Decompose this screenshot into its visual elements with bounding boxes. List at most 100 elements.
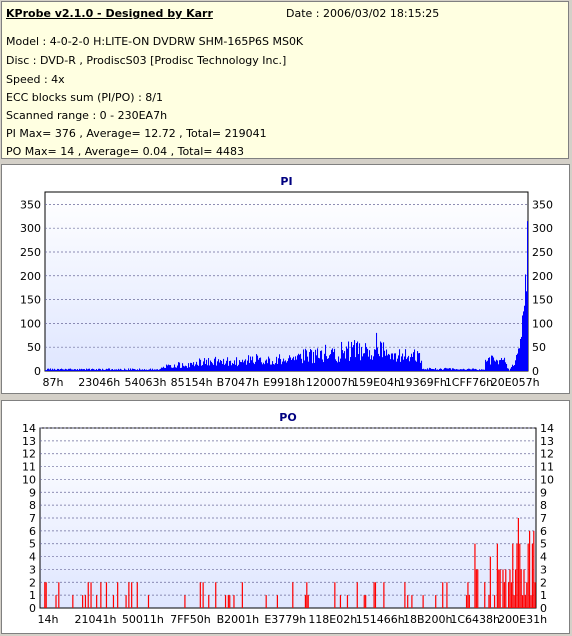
bar [523,311,525,371]
bar [207,365,209,371]
bar [105,369,107,371]
bar [527,543,529,608]
bar [331,349,333,371]
bar [64,369,66,371]
y-tick-label-left: 9 [29,486,36,499]
bar [158,369,160,371]
bar [444,368,446,371]
bar [159,369,161,371]
bar [210,360,212,371]
bar [243,362,245,371]
bar [197,364,199,371]
bar [65,368,67,371]
x-tick-label: 1C6438h [450,613,500,626]
bar [69,368,71,371]
bar [283,358,285,371]
bar [306,582,308,608]
bar [125,595,127,608]
bar [476,369,478,371]
bar [156,369,158,371]
bar [379,356,381,371]
bar [167,365,169,371]
bar [521,336,523,371]
plot-area [44,191,529,372]
y-tick-label-left: 8 [29,499,36,512]
bar [280,359,282,371]
bar [294,360,296,371]
bar [60,369,62,371]
bar [316,355,318,371]
bar [84,595,87,608]
bar [307,356,309,371]
bar [377,347,379,371]
bar [312,363,314,371]
bar [55,369,57,371]
bar [148,369,150,371]
bar [153,369,155,371]
bar [407,595,409,608]
bar [208,358,210,371]
bar [450,368,452,371]
bar [227,595,229,608]
bar [477,569,479,608]
bar [116,369,118,371]
bar [45,582,47,608]
bar [415,360,417,371]
bar [149,369,151,371]
bar [265,360,267,371]
bar [295,356,297,371]
bar [146,369,148,371]
bar [188,363,190,371]
bar [215,582,217,608]
bar [354,340,356,371]
bar [310,349,312,371]
bar [102,368,104,371]
bar [266,359,268,371]
bar [203,361,205,371]
bar [468,368,470,371]
bar [74,369,76,371]
bar [406,359,408,371]
bar [145,369,147,371]
bar [352,347,354,371]
bar [104,369,106,371]
bar [304,360,306,371]
bar [407,357,409,371]
bar [120,368,122,371]
bar [236,357,238,371]
y-tick-label-right: 0 [532,365,539,378]
bar [499,360,501,371]
bar [503,359,505,371]
bar [425,369,427,371]
pi-chart-panel: PI 0 0 50 50 100 100 150 150 200 200 250 250 300 300 35… [1,164,570,394]
y-tick-label-right: 100 [532,317,553,330]
bar [332,348,334,371]
bar [370,359,372,371]
x-tick-label: 151466h [356,613,405,626]
bar [467,582,469,608]
y-tick-label-right: 0 [540,602,547,615]
bar [234,360,236,371]
y-tick-label-left: 0 [34,365,41,378]
bar [152,368,154,371]
y-tick-label-left: 11 [22,461,36,474]
bar [196,361,198,371]
bar [513,595,515,608]
bar [514,569,517,608]
bar [271,364,273,371]
bar [467,369,469,371]
y-tick-label-left: 1 [29,589,36,602]
x-tick-label: 118E02h [308,613,357,626]
pi-stats-line: PI Max= 376 , Average= 12.72 , Total= 21… [6,127,267,140]
bar [519,543,521,608]
bar [339,361,341,371]
bar [82,369,84,371]
bar [434,369,436,371]
bar [305,348,307,371]
bar [323,362,325,371]
bar [275,363,277,371]
bar [126,369,128,371]
y-tick-label-left: 100 [20,317,41,330]
bar [46,370,48,371]
y-tick-label-right: 3 [540,563,547,576]
